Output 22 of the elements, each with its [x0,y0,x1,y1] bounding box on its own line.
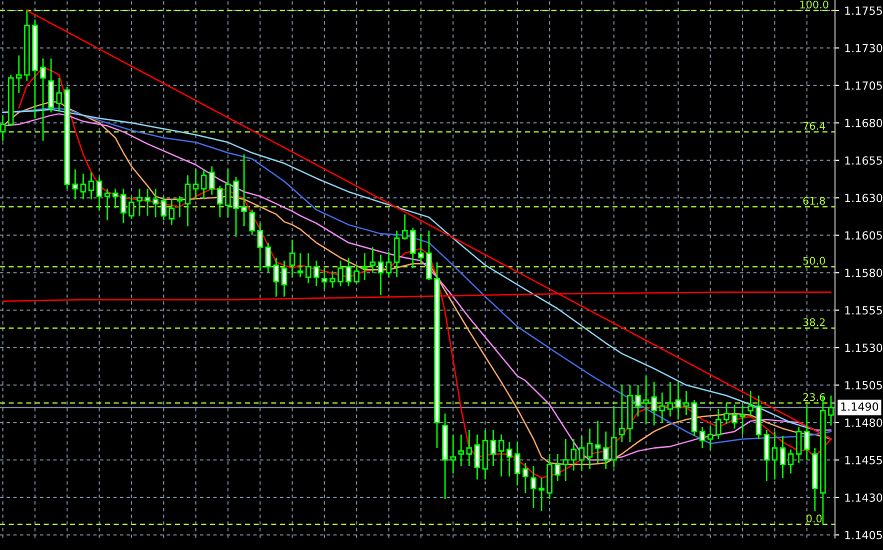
y-tick-label: 1.1430 [845,493,882,502]
annotation: 100.0 [800,0,828,8]
y-tick-label: 1.1655 [845,156,882,165]
y-tick-label: 1.1705 [845,81,882,90]
y-tick-label: 1.1505 [845,381,882,390]
annotation: 50.0 [803,256,825,265]
y-tick-label: 1.1530 [845,344,882,352]
annotation: 61.8 [803,196,825,205]
y-tick-label: 1.1755 [845,6,882,15]
annotation: 38.2 [803,318,825,326]
y-tick-label: 1.1455 [845,456,882,464]
y-tick-label: 1.1730 [845,44,882,52]
y-tick-label: 1.1555 [845,306,882,315]
y-tick-label: 1.1480 [845,418,882,427]
y-tick-label: 1.1580 [845,268,882,278]
y-tick-label: 1.1680 [845,118,882,128]
annotation: 0.0 [806,514,822,522]
ref-line-label: 1.1490 [841,402,878,411]
y-tick-label: 1.1405 [845,530,882,540]
y-tick-label: 1.1630 [845,194,882,202]
annotation: 76.4 [803,122,826,130]
y-tick-label: 1.1605 [845,231,882,240]
